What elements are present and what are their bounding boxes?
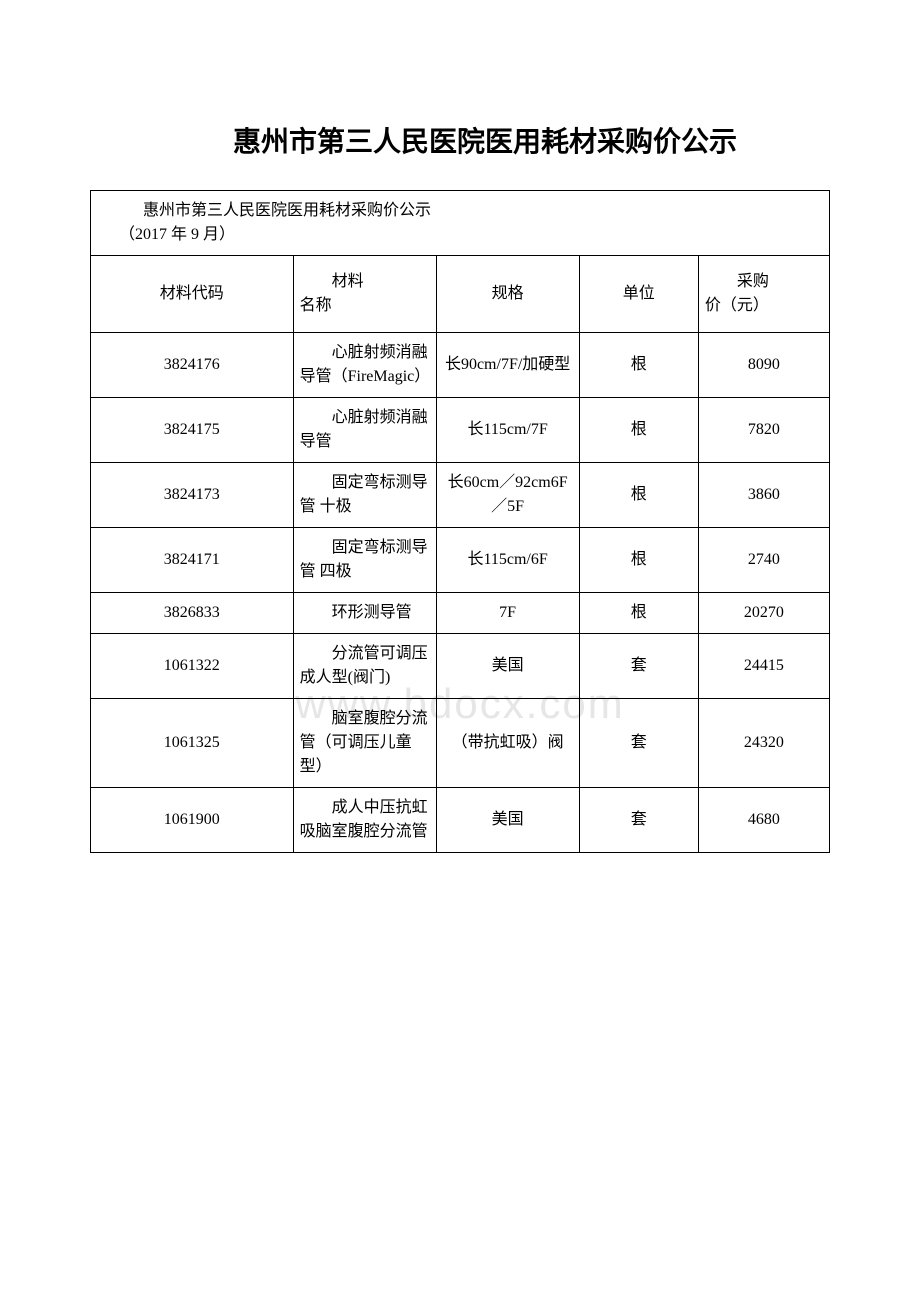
cell-unit: 套 bbox=[579, 634, 698, 699]
cell-code: 3824175 bbox=[91, 398, 294, 463]
cell-price: 2740 bbox=[698, 528, 829, 593]
cell-price: 24320 bbox=[698, 699, 829, 788]
col-header-code: 材料代码 bbox=[91, 256, 294, 333]
cell-unit: 根 bbox=[579, 528, 698, 593]
cell-price: 24415 bbox=[698, 634, 829, 699]
cell-name: 脑室腹腔分流管（可调压儿童型） bbox=[293, 699, 436, 788]
cell-code: 3824171 bbox=[91, 528, 294, 593]
price-table: 惠州市第三人民医院医用耗材采购价公示 （2017 年 9 月） 材料代码 材料 … bbox=[90, 190, 830, 853]
cell-unit: 根 bbox=[579, 398, 698, 463]
col-header-name: 材料 名称 bbox=[293, 256, 436, 333]
cell-code: 1061325 bbox=[91, 699, 294, 788]
cell-code: 1061322 bbox=[91, 634, 294, 699]
page-title: 惠州市第三人民医院医用耗材采购价公示 bbox=[90, 120, 830, 160]
col-header-unit: 单位 bbox=[579, 256, 698, 333]
caption-line-2: （2017 年 9 月） bbox=[119, 223, 817, 247]
col-header-price-main: 采购 bbox=[705, 270, 823, 294]
col-header-price: 采购 价（元） bbox=[698, 256, 829, 333]
cell-name-text: 心脏射频消融导管 bbox=[300, 406, 430, 454]
table-row: 3824175心脏射频消融导管长115cm/7F根7820 bbox=[91, 398, 830, 463]
cell-spec: 长115cm/7F bbox=[436, 398, 579, 463]
table-row: 1061900成人中压抗虹吸脑室腹腔分流管美国套4680 bbox=[91, 788, 830, 853]
cell-name-text: 分流管可调压成人型(阀门) bbox=[300, 642, 430, 690]
table-row: 3826833环形测导管 7F根20270 bbox=[91, 593, 830, 634]
cell-spec: 长60cm／92cm6F／5F bbox=[436, 463, 579, 528]
cell-name-text: 心脏射频消融导管（FireMagic） bbox=[300, 341, 430, 389]
col-header-name-sub: 名称 bbox=[300, 294, 430, 318]
cell-code: 3824176 bbox=[91, 333, 294, 398]
cell-code: 1061900 bbox=[91, 788, 294, 853]
cell-unit: 根 bbox=[579, 593, 698, 634]
cell-name: 环形测导管 bbox=[293, 593, 436, 634]
cell-code: 3824173 bbox=[91, 463, 294, 528]
page: 惠州市第三人民医院医用耗材采购价公示 惠州市第三人民医院医用耗材采购价公示 （2… bbox=[0, 0, 920, 893]
cell-spec: （带抗虹吸）阀 bbox=[436, 699, 579, 788]
cell-code: 3826833 bbox=[91, 593, 294, 634]
col-header-spec: 规格 bbox=[436, 256, 579, 333]
table-row: 3824173固定弯标测导管 十极长60cm／92cm6F／5F根3860 bbox=[91, 463, 830, 528]
cell-name-text: 成人中压抗虹吸脑室腹腔分流管 bbox=[300, 796, 430, 844]
cell-price: 20270 bbox=[698, 593, 829, 634]
cell-spec: 7F bbox=[436, 593, 579, 634]
cell-spec: 美国 bbox=[436, 634, 579, 699]
cell-unit: 套 bbox=[579, 788, 698, 853]
cell-name-text: 脑室腹腔分流管（可调压儿童型） bbox=[300, 707, 430, 779]
cell-name: 心脏射频消融导管 bbox=[293, 398, 436, 463]
cell-name: 固定弯标测导管 十极 bbox=[293, 463, 436, 528]
table-caption-row: 惠州市第三人民医院医用耗材采购价公示 （2017 年 9 月） bbox=[91, 191, 830, 256]
cell-spec: 长90cm/7F/加硬型 bbox=[436, 333, 579, 398]
table-row: 3824176心脏射频消融导管（FireMagic）长90cm/7F/加硬型根8… bbox=[91, 333, 830, 398]
col-header-name-main: 材料 bbox=[300, 270, 430, 294]
cell-unit: 根 bbox=[579, 463, 698, 528]
cell-price: 3860 bbox=[698, 463, 829, 528]
table-caption-cell: 惠州市第三人民医院医用耗材采购价公示 （2017 年 9 月） bbox=[91, 191, 830, 256]
table-header-row: 材料代码 材料 名称 规格 单位 采购 价（元） bbox=[91, 256, 830, 333]
table-row: 3824171固定弯标测导管 四极长115cm/6F根2740 bbox=[91, 528, 830, 593]
cell-spec: 长115cm/6F bbox=[436, 528, 579, 593]
cell-name-text: 固定弯标测导管 十极 bbox=[300, 471, 430, 519]
col-header-price-sub: 价（元） bbox=[705, 294, 823, 318]
cell-unit: 根 bbox=[579, 333, 698, 398]
caption-line-1: 惠州市第三人民医院医用耗材采购价公示 bbox=[143, 202, 431, 219]
cell-name-text: 固定弯标测导管 四极 bbox=[300, 536, 430, 584]
cell-name: 成人中压抗虹吸脑室腹腔分流管 bbox=[293, 788, 436, 853]
cell-price: 7820 bbox=[698, 398, 829, 463]
cell-name: 分流管可调压成人型(阀门) bbox=[293, 634, 436, 699]
cell-price: 8090 bbox=[698, 333, 829, 398]
table-row: 1061322分流管可调压成人型(阀门)美国套24415 bbox=[91, 634, 830, 699]
cell-unit: 套 bbox=[579, 699, 698, 788]
cell-name: 固定弯标测导管 四极 bbox=[293, 528, 436, 593]
table-row: 1061325脑室腹腔分流管（可调压儿童型）（带抗虹吸）阀套24320 bbox=[91, 699, 830, 788]
cell-price: 4680 bbox=[698, 788, 829, 853]
cell-spec: 美国 bbox=[436, 788, 579, 853]
cell-name-text: 环形测导管 bbox=[300, 601, 412, 625]
cell-name: 心脏射频消融导管（FireMagic） bbox=[293, 333, 436, 398]
